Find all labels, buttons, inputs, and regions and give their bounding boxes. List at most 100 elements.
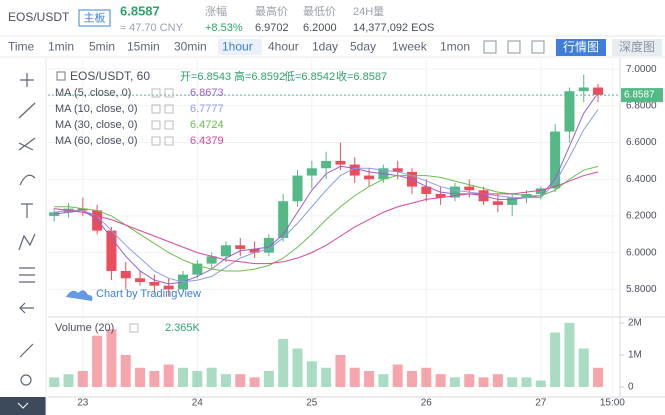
interval-button[interactable]: 5min [89, 40, 115, 54]
view-button-bg[interactable] [556, 39, 606, 56]
ma-close[interactable] [164, 88, 174, 98]
board-label: 主板 [84, 10, 106, 24]
ruler-tool[interactable] [19, 343, 34, 358]
candle-body [306, 168, 317, 176]
volume-tick-label: 0 [628, 382, 634, 393]
ma-settings[interactable] [151, 88, 161, 98]
interval-button[interactable]: 1hour [222, 40, 253, 54]
volume-tick-label: 1M [628, 350, 642, 361]
pattern-tool[interactable] [18, 233, 36, 251]
candle-body [392, 168, 403, 172]
candle-body [263, 237, 274, 253]
volume-bar [478, 377, 489, 387]
volume-bar [92, 335, 103, 387]
volume-settings[interactable] [129, 323, 139, 333]
time-tick-label: 26 [421, 398, 433, 409]
active-interval-bg [218, 39, 262, 55]
board-tag [78, 9, 111, 27]
interval-button[interactable]: 5day [350, 40, 376, 54]
volume-bar [263, 370, 274, 387]
collapse-button[interactable] [0, 397, 46, 415]
volume-bar [321, 367, 332, 387]
volume-title: Volume (20) [55, 322, 114, 334]
interval-button[interactable]: 30min [174, 40, 207, 54]
interval-button[interactable]: 4hour [268, 40, 299, 54]
ma-close[interactable] [164, 104, 174, 114]
time-tick-label: 24 [192, 398, 204, 409]
labels: 5.8000 6.0000 6.2000 6.4000 6.6000 6.8000 7.00… [55, 64, 663, 409]
volume-bar [407, 370, 417, 387]
toolbar-icon[interactable] [507, 40, 521, 54]
candle-body [550, 131, 561, 189]
candle-body [249, 248, 260, 253]
toolbar-icon[interactable] [483, 40, 497, 54]
candle-body [435, 193, 446, 198]
interval-button[interactable]: 1week [392, 40, 428, 54]
time-tick-label: 27 [535, 398, 547, 409]
candle-body [593, 87, 604, 95]
view-button-bg[interactable] [612, 39, 662, 56]
legend-toggle[interactable] [56, 71, 66, 81]
zoom-tool[interactable] [20, 374, 32, 386]
ma-name: MA (30, close, 0) [55, 119, 138, 131]
candle-body [92, 210, 103, 231]
stat-value: 6.2000 [303, 22, 337, 34]
interval-button[interactable]: 15min [127, 40, 160, 54]
toolbar-icon[interactable] [531, 40, 545, 54]
candle-body [106, 230, 117, 271]
moving-average-line [54, 165, 599, 272]
volume-bar [421, 367, 432, 387]
interval-button[interactable]: 1mon [440, 40, 470, 54]
ma-settings[interactable] [151, 104, 161, 114]
volume-bar [192, 370, 203, 387]
candle-body [449, 186, 460, 198]
ma-settings[interactable] [151, 120, 161, 130]
interval-toolbar: Time 1min 5min 15min 30min 1hour 4hour 1day 5day… [8, 39, 662, 56]
price-tick-label: 6.0000 [626, 247, 657, 258]
volume-bar [206, 367, 217, 387]
volume-bar [49, 377, 60, 387]
grid [48, 60, 624, 395]
collapse-arrow [17, 402, 29, 409]
stat-value: 6.9702 [255, 22, 289, 34]
interval-button[interactable]: Time [8, 40, 35, 54]
text-tool[interactable] [21, 203, 33, 218]
ma-name: MA (5, close, 0) [55, 87, 131, 99]
cny-price: ≈ 47.70 CNY [120, 22, 184, 34]
candle-body [364, 175, 375, 180]
ma-value: 6.7777 [190, 103, 224, 115]
candle-body [421, 186, 432, 194]
brush-tool[interactable] [19, 174, 36, 186]
ma-close[interactable] [164, 120, 174, 130]
stat-label: 24H量 [353, 5, 384, 18]
candle-body [292, 175, 303, 202]
volume-bar [306, 361, 317, 387]
view-button: 深度图 [619, 39, 655, 54]
moving-average-line [54, 171, 599, 265]
fib-tool[interactable] [18, 137, 36, 151]
volume-bar [63, 374, 74, 387]
volume-bar [492, 374, 503, 387]
volume-bar [392, 364, 403, 387]
interval-button[interactable]: 1day [312, 40, 338, 54]
candle-body [535, 188, 546, 194]
moving-average-line [54, 109, 599, 283]
crosshair-tool[interactable] [20, 73, 34, 87]
candle-body [349, 164, 360, 176]
back-tool[interactable] [19, 302, 34, 314]
measure-tool[interactable] [19, 267, 35, 283]
ohlc-info: 收=6.8587 [336, 69, 387, 83]
trendline-tool[interactable] [18, 102, 36, 119]
volume-bar [364, 370, 375, 387]
price-tick-label: 6.4000 [626, 174, 657, 185]
time-tick-label: 23 [77, 398, 89, 409]
candle-body [278, 201, 289, 238]
candle-body [163, 285, 174, 290]
candle-body [77, 208, 88, 211]
moving-average-line [54, 92, 599, 285]
interval-button[interactable]: 1min [48, 40, 74, 54]
last-price-label: 6.8587 [624, 90, 655, 101]
ma-settings[interactable] [151, 136, 161, 146]
ma-close[interactable] [164, 136, 174, 146]
